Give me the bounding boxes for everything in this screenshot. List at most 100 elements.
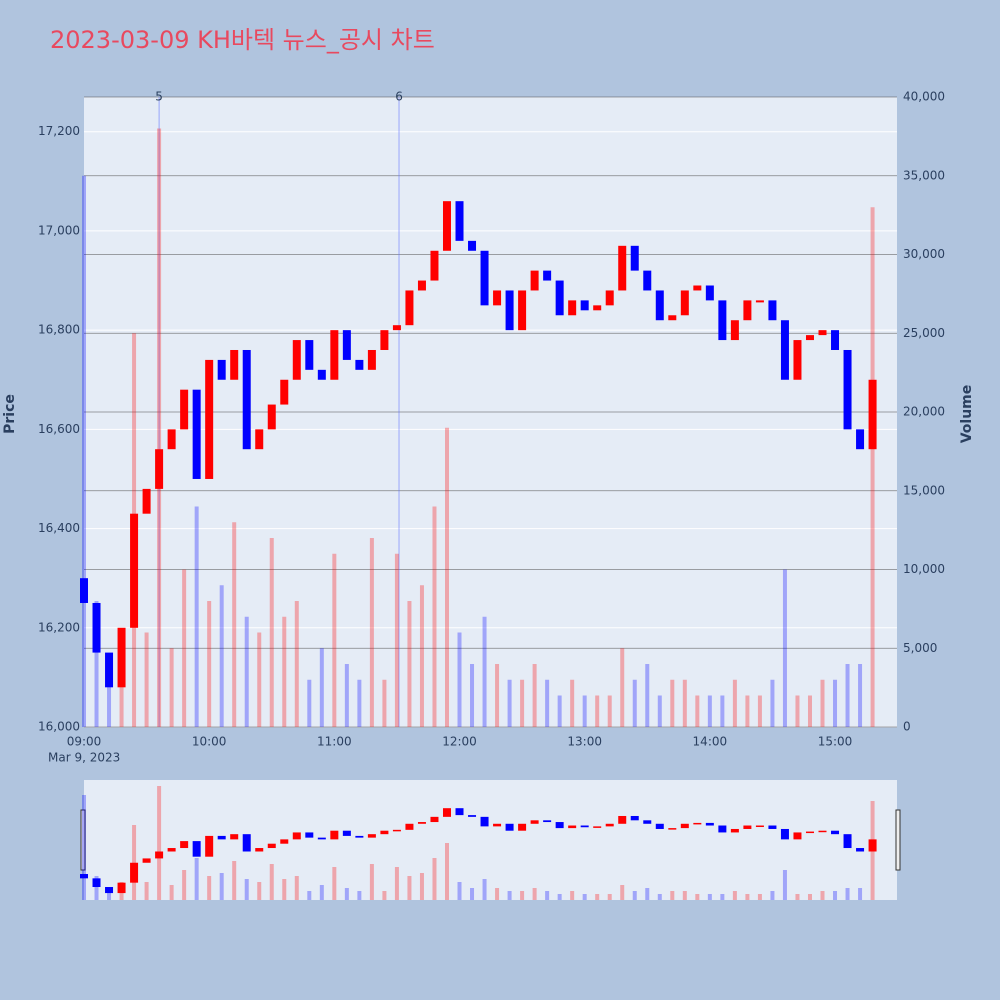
rangeslider-volume [169,885,174,900]
rangeslider-candle [530,820,539,824]
rangeslider-volume [294,876,299,900]
rangeslider-candle [743,825,752,829]
candle [618,245,627,291]
candle [718,300,727,341]
candle [330,330,339,380]
y-tick-label: 16,600 [38,422,80,436]
rangeslider-volume [94,876,99,900]
rangeslider-candle [755,825,764,828]
rangeslider[interactable] [84,780,897,900]
candle [92,602,101,653]
volume-bar [457,632,462,727]
volume-bar [607,695,612,727]
candle [342,330,351,360]
rangeslider-candle [242,834,251,852]
volume-bar [407,601,412,727]
x-tick-label: 14:00 [693,735,728,749]
candle [568,300,577,316]
candle [380,330,389,350]
rangeslider-candle [430,816,439,823]
y-tick-label: 16,800 [38,323,80,337]
y2-tick-label: 20,000 [903,405,945,419]
y2-tick-label: 15,000 [903,483,945,497]
x-tick-label: 10:00 [192,735,227,749]
volume-bar [770,679,775,727]
rangeslider-candle [230,834,239,840]
volume-bar [582,695,587,727]
y-tick-label: 16,200 [38,620,80,634]
candle [580,300,589,311]
volume-bar [169,648,174,727]
volume-bar [144,632,149,727]
candle [80,578,88,603]
rangeslider-volume [807,894,812,900]
volume-bar [757,695,762,727]
candle [155,449,164,489]
rangeslider-volume [795,894,800,900]
volume-bar [307,679,312,727]
candle [856,429,865,450]
candle [192,389,201,479]
volume-bar [182,569,187,727]
rangeslider-candle [730,828,739,833]
rangeslider-volume [595,894,600,900]
rangeslider-candle [342,830,351,836]
rangeslider-volume [332,867,337,900]
rangeslider-volume [858,888,863,900]
rangeslider-candle [130,862,139,883]
rangeslider-volume [419,873,424,900]
rangeslider-volume [470,888,475,900]
volume-bar [557,695,562,727]
volume-bar [795,695,800,727]
rangeslider-candle [518,823,527,831]
volume-bar [107,664,112,727]
volume-bar [94,601,99,727]
rangeslider-volume [720,894,725,900]
volume-bar [507,679,512,727]
rangeslider-candle [392,829,401,832]
volume-bar [282,616,287,727]
annotation-label: 6 [395,90,403,104]
candle [130,513,139,628]
rangeslider-candle [280,839,289,844]
rangeslider-volume [545,891,550,900]
candle [180,389,189,430]
rangeslider-candle [618,815,627,824]
rangeslider-volume [757,894,762,900]
rangeslider-volume [282,879,287,900]
rangeslider-candle [330,830,339,840]
rangeslider-candle [568,825,577,829]
y2-tick-label: 5,000 [903,641,937,655]
annotation-label: 5 [155,90,163,104]
rangeslider-volume [645,888,650,900]
candle [468,240,477,251]
range-handle[interactable] [80,809,86,871]
range-handle[interactable] [895,809,901,871]
rangeslider-volume [495,888,500,900]
rangeslider-candle [217,835,226,840]
rangeslider-volume [319,885,324,900]
rangeslider-candle [643,820,652,824]
rangeslider-candle [417,822,426,824]
candle [831,330,840,350]
candle [267,404,276,430]
volume-bar [820,679,825,727]
rangeslider-volume [482,879,487,900]
rangeslider-candle [680,823,689,829]
rangeslider-volume [745,894,750,900]
volume-bar [782,569,787,727]
rangeslider-volume [732,891,737,900]
rangeslider-candle [543,820,552,823]
x-tick-label: 15:00 [818,735,853,749]
candle [693,285,702,291]
candle [605,290,614,306]
candle [668,315,677,321]
candle [480,250,489,306]
rangeslider-candle [668,828,677,830]
volume-bar [382,679,387,727]
volume-bar [157,128,162,727]
volume-bar [495,664,500,727]
rangeslider-candle [468,815,477,817]
candle [305,340,314,370]
rangeslider-volume [369,864,374,900]
